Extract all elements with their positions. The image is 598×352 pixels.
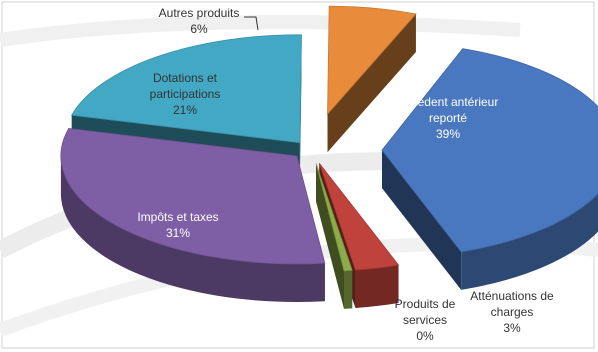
pie-slice-wall [344, 270, 353, 309]
pie-slice [381, 48, 598, 290]
pie-slice-wall [60, 156, 325, 303]
slice-percent: 21% [173, 103, 197, 117]
leader-line [244, 16, 259, 31]
pie-slice-top [327, 5, 417, 116]
slice-percent: 31% [166, 226, 190, 240]
slice-percent: 3% [503, 321, 521, 335]
slice-percent: 0% [416, 329, 434, 343]
slice-label-line: Impôts et taxes [137, 210, 218, 224]
slice-label: Atténuations de charges 3% [470, 289, 554, 335]
slice-label-line: services [403, 313, 447, 327]
slice-label: Autres produits 6% [159, 6, 240, 36]
slice-label-line: Autres produits [159, 6, 240, 20]
pie-slice-side [381, 150, 462, 290]
pie-slice [327, 5, 417, 153]
pie-slice-top [318, 163, 400, 271]
slice-label-line: reporté [429, 111, 467, 125]
pie-slice-side [327, 13, 416, 153]
pie-slice-top [315, 163, 353, 272]
slice-label-line: Atténuations de [470, 289, 554, 303]
slice-label: Produits de services 0% [395, 297, 456, 343]
slice-label: Impôts et taxes 31% [137, 210, 218, 240]
pie-slice-wall [461, 193, 598, 290]
pie-slice [315, 163, 353, 309]
slice-label: Dotations et participations 21% [150, 71, 221, 117]
slice-label-line: participations [150, 87, 221, 101]
pie-slice-side [316, 163, 345, 309]
slice-label-line: Excedent antérieur [398, 95, 499, 109]
background-swoosh [0, 15, 521, 47]
slice-label-line: Produits de [395, 297, 456, 311]
slice-label-line: charges [491, 305, 534, 319]
slice-percent: 39% [436, 127, 460, 141]
pie-slices [60, 5, 598, 309]
pie-slice-top [60, 127, 326, 265]
slice-label: Excedent antérieur reporté 39% [398, 95, 499, 141]
pie-labels: Excedent antérieur reporté 39% Atténuations… [137, 6, 554, 343]
pie-slice-top [381, 48, 598, 253]
pie-slice [60, 127, 326, 303]
pie-slice-top [71, 34, 302, 144]
slice-label-line: Dotations et [153, 71, 218, 85]
slice-percent: 6% [190, 22, 208, 36]
pie-slice-wall [355, 265, 399, 309]
